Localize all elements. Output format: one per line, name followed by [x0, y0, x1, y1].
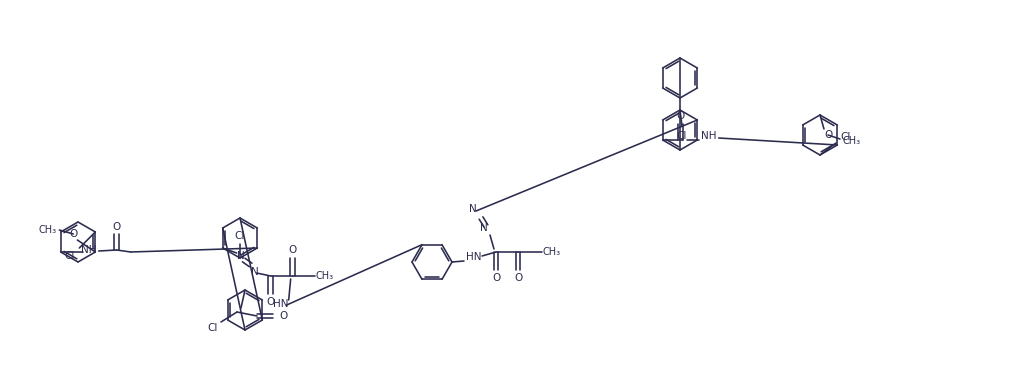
Text: N: N: [469, 204, 476, 214]
Text: NH: NH: [81, 245, 97, 255]
Text: O: O: [513, 273, 522, 283]
Text: N: N: [237, 251, 245, 261]
Text: HN: HN: [273, 299, 288, 309]
Text: Cl: Cl: [677, 131, 687, 141]
Text: O: O: [676, 111, 685, 121]
Text: O: O: [492, 273, 500, 283]
Text: HN: HN: [466, 252, 482, 262]
Text: Cl: Cl: [841, 132, 851, 142]
Text: N: N: [481, 223, 488, 233]
Text: O: O: [267, 297, 275, 307]
Text: O: O: [824, 130, 832, 140]
Text: NH: NH: [701, 131, 716, 141]
Text: Cl: Cl: [64, 251, 74, 261]
Text: O: O: [112, 222, 120, 232]
Text: N: N: [251, 267, 258, 277]
Text: O: O: [279, 311, 287, 321]
Text: CH₃: CH₃: [843, 136, 861, 146]
Text: O: O: [288, 245, 296, 255]
Text: CH₃: CH₃: [543, 247, 561, 257]
Text: Cl: Cl: [208, 323, 218, 333]
Text: Cl: Cl: [235, 231, 245, 241]
Text: O: O: [69, 229, 77, 239]
Text: CH₃: CH₃: [38, 225, 57, 235]
Text: CH₃: CH₃: [316, 271, 333, 281]
